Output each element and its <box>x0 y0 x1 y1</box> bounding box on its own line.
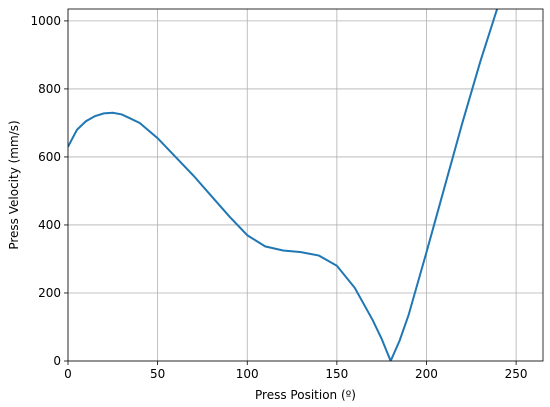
x-tick-label: 100 <box>236 367 259 381</box>
x-tick-label: 250 <box>505 367 528 381</box>
data-line <box>68 9 499 361</box>
y-tick-label: 0 <box>53 354 61 368</box>
x-tick-label: 50 <box>150 367 165 381</box>
x-axis-label: Press Position (º) <box>255 388 356 402</box>
x-tick-label: 0 <box>64 367 72 381</box>
y-tick-label: 1000 <box>30 14 61 28</box>
y-tick-label: 400 <box>38 218 61 232</box>
y-tick-label: 600 <box>38 150 61 164</box>
x-tick-label: 150 <box>325 367 348 381</box>
plot-frame <box>67 8 544 362</box>
y-tick-label: 200 <box>38 286 61 300</box>
y-axis-label: Press Velocity (mm/s) <box>7 120 21 249</box>
y-tick-label: 800 <box>38 82 61 96</box>
x-tick-label: 200 <box>415 367 438 381</box>
